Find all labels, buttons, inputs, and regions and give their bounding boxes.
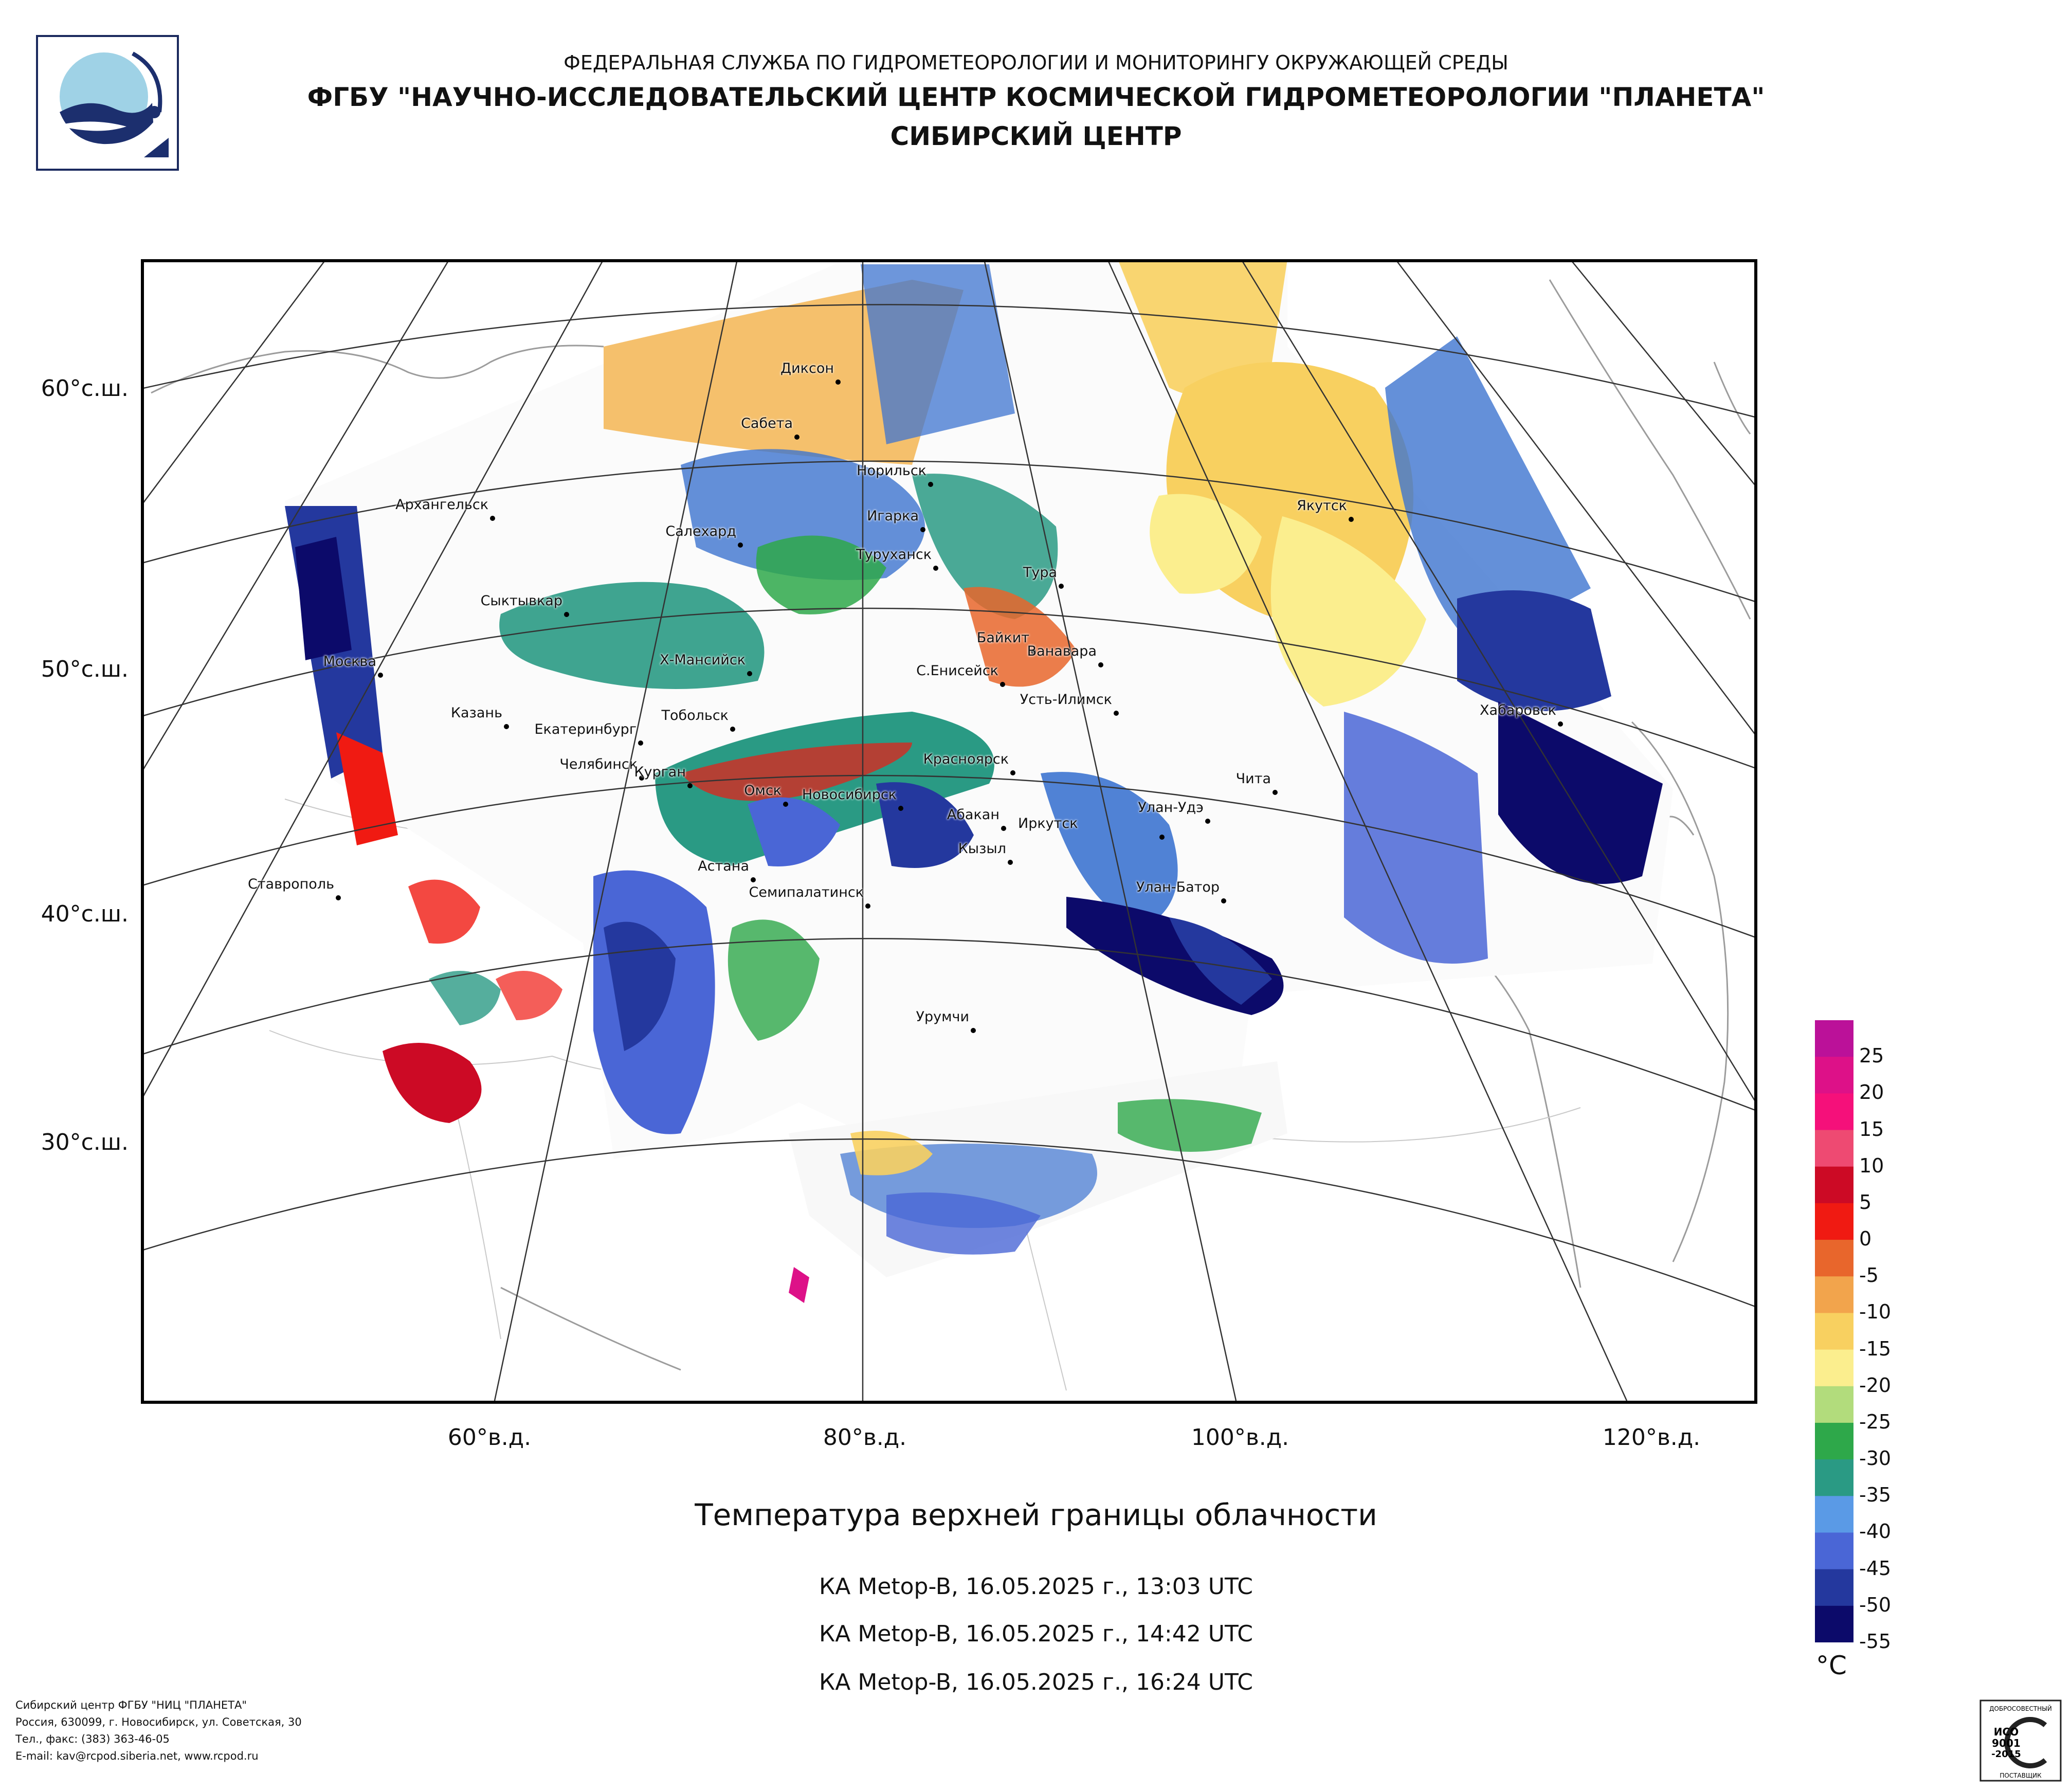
institute-name: ФГБУ "НАУЧНО-ИССЛЕДОВАТЕЛЬСКИЙ ЦЕНТР КОС…: [307, 82, 1765, 112]
cert-standard: ИСО: [1994, 1726, 2019, 1738]
legend-tick-label: 5: [1859, 1190, 1872, 1214]
organization-name: ФЕДЕРАЛЬНАЯ СЛУЖБА ПО ГИДРОМЕТЕОРОЛОГИИ …: [564, 51, 1508, 74]
legend-tick-label: -40: [1859, 1520, 1892, 1543]
legend-tick-label: -55: [1859, 1630, 1892, 1653]
legend-tick-label: -50: [1859, 1593, 1892, 1616]
iso-certificate-badge: ДОБРОСОВЕСТНЫЙ ИСО 9001 -2015 ПОСТАВЩИК: [1979, 1699, 2062, 1782]
satellite-pass-1: КА Metop-B, 16.05.2025 г., 13:03 UTC: [819, 1573, 1253, 1600]
product-title: Температура верхней границы облачности: [695, 1497, 1377, 1532]
legend-color-box: [1815, 1459, 1853, 1496]
legend-tick-label: 10: [1859, 1154, 1884, 1177]
legend-tick-label: -20: [1859, 1373, 1892, 1397]
cert-bottom-text: ПОСТАВЩИК: [2000, 1772, 2042, 1779]
graticule: [141, 259, 1754, 1401]
legend-color-box: [1815, 1349, 1853, 1387]
legend-tick-label: -35: [1859, 1484, 1892, 1507]
legend-color-box: [1815, 1313, 1853, 1350]
cloud-top-temperature-map: [141, 259, 1754, 1401]
latitude-label-60: 60°с.ш.: [41, 375, 129, 402]
planeta-logo: [36, 35, 179, 171]
legend-color-box: [1815, 1057, 1853, 1094]
legend-color-box: [1815, 1020, 1853, 1057]
legend-tick-label: -10: [1859, 1300, 1892, 1324]
center-name: СИБИРСКИЙ ЦЕНТР: [890, 121, 1182, 151]
legend-color-box: [1815, 1166, 1853, 1204]
cert-code: 9001: [1992, 1737, 2021, 1749]
legend-color-box: [1815, 1605, 1853, 1642]
legend-tick-label: -5: [1859, 1264, 1879, 1287]
legend-color-box: [1815, 1203, 1853, 1240]
longitude-label-120: 120°в.д.: [1602, 1424, 1701, 1451]
longitude-label-60: 60°в.д.: [447, 1424, 532, 1451]
legend-color-box: [1815, 1386, 1853, 1423]
footer-line-org: Сибирский центр ФГБУ "НИЦ "ПЛАНЕТА": [15, 1699, 247, 1711]
legend-tick-label: -30: [1859, 1447, 1892, 1470]
footer-contacts: Сибирский центр ФГБУ "НИЦ "ПЛАНЕТА" Росс…: [15, 1697, 302, 1765]
longitude-label-80: 80°в.д.: [823, 1424, 907, 1451]
longitude-label-100: 100°в.д.: [1191, 1424, 1289, 1451]
latitude-label-30: 30°с.ш.: [41, 1129, 129, 1155]
legend-tick-label: -15: [1859, 1337, 1892, 1360]
legend-color-box: [1815, 1130, 1853, 1167]
legend-color-box: [1815, 1496, 1853, 1533]
legend-unit: °C: [1816, 1651, 1847, 1680]
cert-year: -2015: [1991, 1749, 2021, 1760]
latitude-label-40: 40°с.ш.: [41, 901, 129, 927]
legend-tick-label: 25: [1859, 1044, 1884, 1068]
legend-tick-label: -45: [1859, 1557, 1892, 1580]
legend-tick-label: 20: [1859, 1081, 1884, 1104]
satellite-pass-3: КА Metop-B, 16.05.2025 г., 16:24 UTC: [819, 1669, 1253, 1695]
legend-color-box: [1815, 1422, 1853, 1460]
legend-color-box: [1815, 1532, 1853, 1570]
legend-tick-label: -25: [1859, 1410, 1892, 1433]
footer-line-email: E-mail: kav@rcpod.siberia.net, www.rcpod…: [15, 1750, 259, 1762]
legend-tick-label: 0: [1859, 1227, 1872, 1251]
legend-color-box: [1815, 1569, 1853, 1606]
footer-line-address: Россия, 630099, г. Новосибирск, ул. Сове…: [15, 1716, 302, 1728]
footer-line-phone: Тел., факс: (383) 363-46-05: [15, 1733, 170, 1745]
cloud-top-temperature-data: [285, 259, 1673, 1303]
legend-color-box: [1815, 1093, 1853, 1131]
cert-top-text: ДОБРОСОВЕСТНЫЙ: [1989, 1705, 2052, 1712]
satellite-pass-2: КА Metop-B, 16.05.2025 г., 14:42 UTC: [819, 1621, 1253, 1647]
temperature-color-scale: [1815, 1020, 1853, 1642]
legend-tick-label: 15: [1859, 1117, 1884, 1141]
legend-color-box: [1815, 1240, 1853, 1277]
legend-color-box: [1815, 1276, 1853, 1313]
latitude-label-50: 50°с.ш.: [41, 656, 129, 682]
